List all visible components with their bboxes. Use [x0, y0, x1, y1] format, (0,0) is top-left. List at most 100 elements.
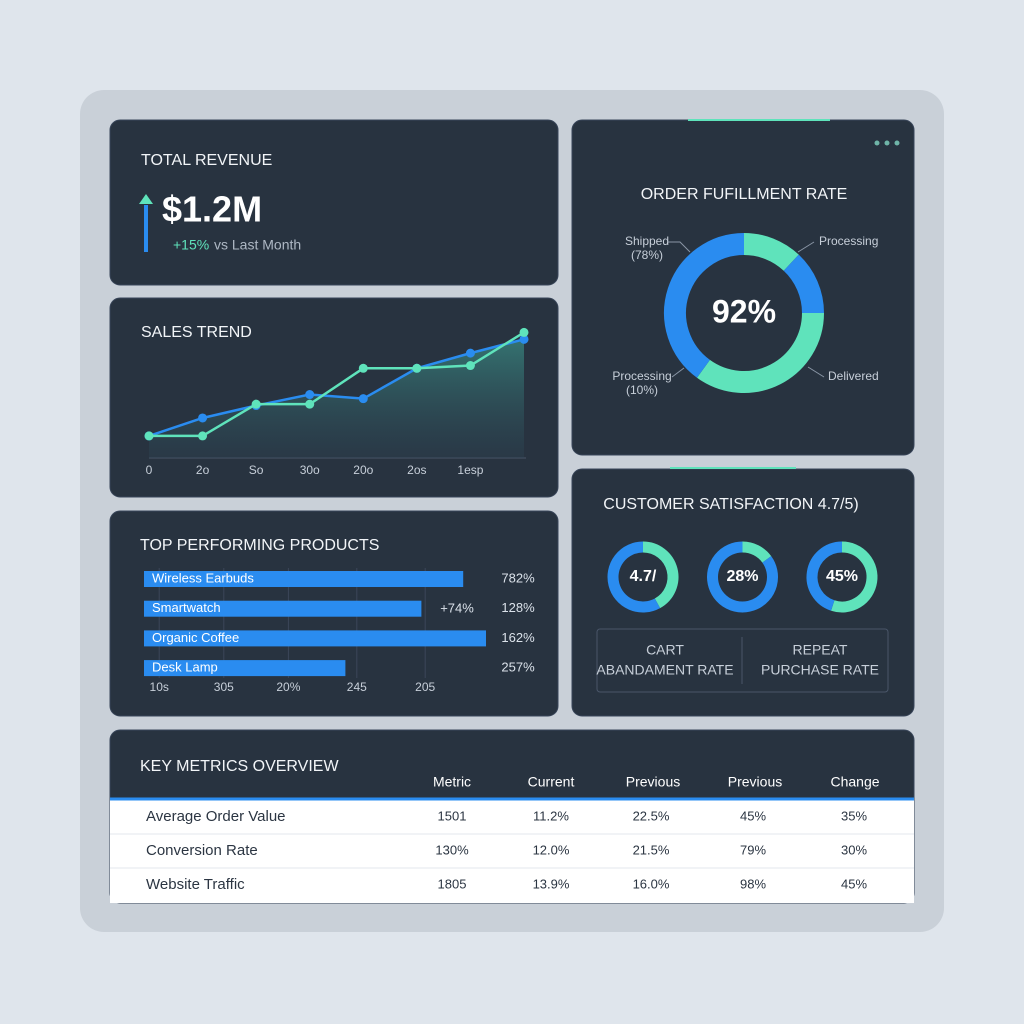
- cell: Conversion Rate: [146, 842, 258, 859]
- x-tick-label: 10s: [150, 680, 169, 694]
- card-title: KEY METRICS OVERVIEW: [140, 758, 339, 775]
- ring-label: 28%: [726, 568, 758, 585]
- cell: 12.0%: [533, 842, 570, 857]
- column-header: Previous: [728, 774, 782, 790]
- cell: 11.2%: [533, 808, 569, 823]
- table-body: [110, 800, 914, 903]
- card-title: TOTAL REVENUE: [141, 152, 272, 169]
- point: [251, 399, 261, 409]
- cell: 1501: [438, 808, 467, 823]
- cell: 35%: [841, 808, 867, 823]
- menu-dot[interactable]: [894, 140, 900, 146]
- x-tick-label: 30o: [300, 463, 320, 477]
- fulfillment-card: [571, 119, 915, 456]
- area: [149, 339, 524, 458]
- line: [149, 331, 525, 438]
- column-header: Metric: [433, 774, 471, 790]
- menu-dot[interactable]: [884, 140, 890, 146]
- donut-annotation: Delivered: [828, 369, 879, 383]
- donut-segment: [664, 233, 745, 378]
- caption-box: [596, 628, 889, 693]
- donut-segment: [806, 541, 843, 611]
- side-label: 128%: [501, 600, 535, 615]
- donut-segment: [743, 233, 799, 272]
- donut-annotation: (78%): [631, 248, 663, 262]
- menu-dot[interactable]: [874, 140, 880, 146]
- annotation: +74%: [440, 600, 474, 615]
- column-header: Change: [830, 774, 879, 790]
- donut-segment: [783, 254, 824, 314]
- bar: [144, 600, 422, 617]
- bar-label: Organic Coffee: [152, 630, 239, 645]
- card-title: ORDER FUFILLMENT RATE: [641, 186, 848, 203]
- cell: 13.9%: [533, 876, 570, 891]
- x-tick-label: So: [249, 463, 264, 477]
- point: [358, 394, 368, 404]
- cell: 130%: [435, 842, 469, 857]
- cell: Average Order Value: [146, 808, 286, 825]
- x-tick-label: 2os: [407, 463, 426, 477]
- x-tick-label: 20%: [276, 680, 300, 694]
- card-title: SALES TREND: [141, 324, 252, 341]
- x-tick-label: 245: [347, 680, 367, 694]
- line: [148, 338, 525, 438]
- cell: 45%: [740, 808, 766, 823]
- ring-label: 45%: [826, 568, 858, 585]
- caption: REPEAT: [793, 642, 848, 658]
- donut-segment: [831, 541, 878, 613]
- bar: [144, 660, 346, 677]
- side-label: 782%: [501, 570, 535, 585]
- trend-icon: [139, 194, 153, 204]
- ring-label: 4.7/: [630, 568, 657, 585]
- cell: 21.5%: [633, 842, 670, 857]
- bar: [144, 571, 464, 587]
- cell: 45%: [841, 876, 867, 891]
- bar-label: Desk Lamp: [152, 660, 218, 675]
- point: [305, 390, 315, 400]
- donut-annotation: (10%): [626, 383, 658, 397]
- donut-center: 92%: [712, 293, 776, 329]
- donut-segment: [742, 541, 772, 563]
- x-tick-label: 205: [415, 680, 435, 694]
- bar: [144, 630, 486, 647]
- card-title: CUSTOMER SATISFACTION 4.7/5): [603, 496, 858, 513]
- point: [519, 327, 529, 337]
- donut-segment: [707, 541, 778, 613]
- point: [144, 431, 154, 441]
- x-tick-label: 0: [146, 463, 153, 477]
- point: [412, 363, 422, 373]
- cell: 16.0%: [633, 876, 670, 891]
- cell: Website Traffic: [146, 876, 245, 893]
- cell: 79%: [740, 842, 766, 857]
- donut-segment: [642, 541, 679, 609]
- bar-label: Smartwatch: [152, 600, 221, 615]
- caption: ABANDAMENT RATE: [596, 662, 733, 678]
- x-tick-label: 1esp: [457, 463, 483, 477]
- x-tick-label: 20o: [353, 463, 373, 477]
- x-tick-label: 2o: [196, 463, 210, 477]
- point: [358, 363, 368, 373]
- donut-annotation: Shipped: [625, 234, 669, 248]
- point: [305, 399, 315, 409]
- cell: 98%: [740, 876, 766, 891]
- leader: [668, 241, 691, 253]
- cell: 30%: [841, 842, 867, 857]
- point: [198, 413, 208, 423]
- revenue-value: $1.2M: [162, 189, 262, 230]
- x-tick-label: 305: [214, 680, 234, 694]
- caption: CART: [646, 642, 684, 658]
- side-label: 257%: [501, 660, 535, 675]
- leader: [797, 241, 815, 253]
- donut-annotation: Processing: [819, 234, 878, 248]
- column-header: Current: [528, 774, 575, 790]
- donut-annotation: Processing: [612, 369, 671, 383]
- donut-segment: [607, 541, 661, 613]
- point: [465, 348, 475, 358]
- revenue-card: [109, 119, 559, 286]
- revenue-change: +15%: [173, 237, 209, 253]
- point: [198, 431, 208, 441]
- donut-segment: [696, 312, 824, 393]
- caption: PURCHASE RATE: [761, 662, 879, 678]
- column-header: Previous: [626, 774, 680, 790]
